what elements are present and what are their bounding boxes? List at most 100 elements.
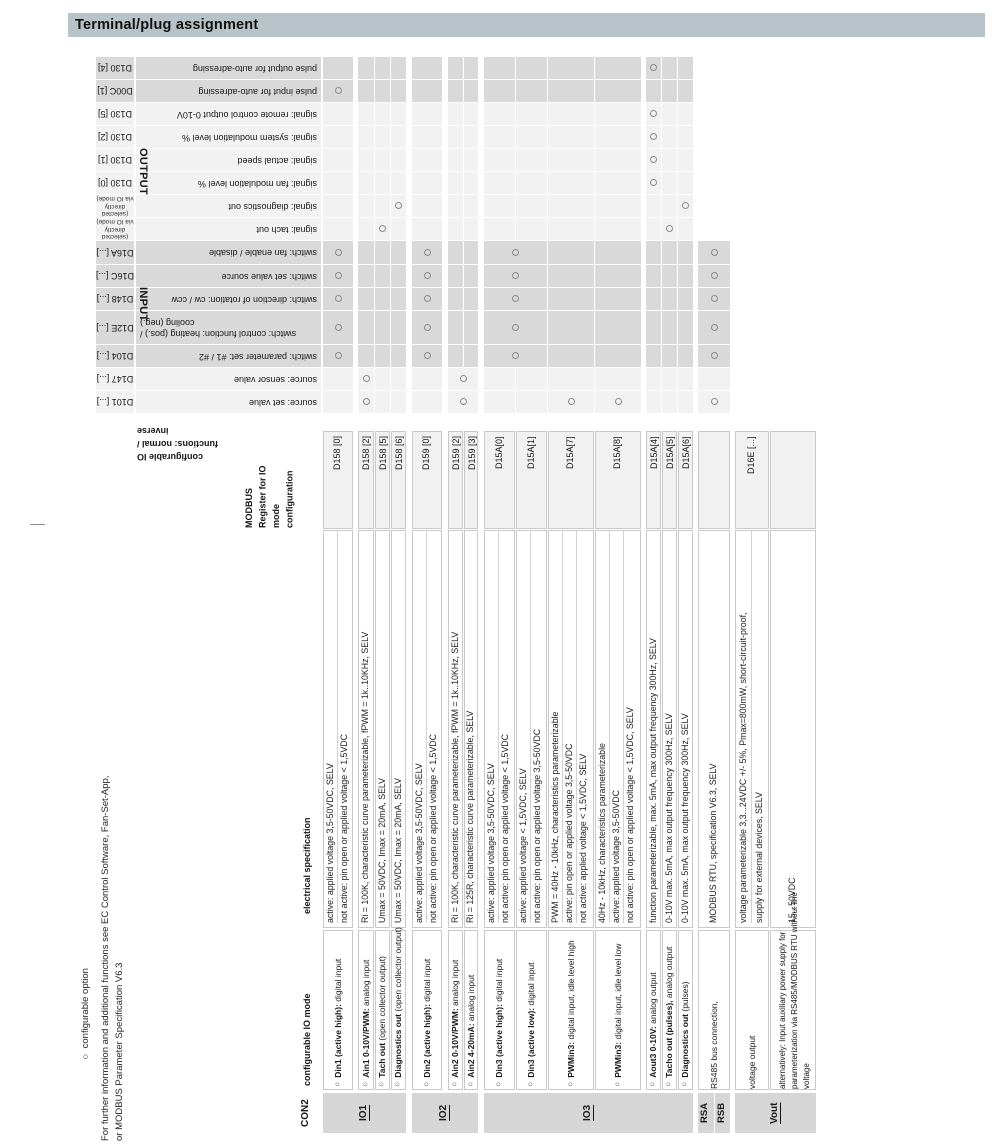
pin-name: ○ Din3 (active high): digital input xyxy=(494,958,504,1089)
function-register-cell: D130 [1] xyxy=(96,149,134,171)
electrical-spec-text: Ri = 125R, characteristic curve paramete… xyxy=(465,531,477,923)
function-register-cell: D130 [5] xyxy=(96,103,134,125)
pin-name: ○ Ain2 0-10V/PWM: analog input xyxy=(450,959,460,1089)
matrix-cell xyxy=(662,57,677,79)
group-band-cell: RSB xyxy=(714,1093,730,1133)
group-band-cell: Vout xyxy=(735,1093,816,1133)
group-label: IO1 xyxy=(357,1104,369,1122)
io-mode-header-text: configurable IO mode xyxy=(302,993,312,1086)
section-title-bar: Terminal/plug assignment xyxy=(68,13,985,37)
matrix-cell xyxy=(358,195,374,217)
spec-line: active: applied voltage < 1,5VDC, SELV xyxy=(518,768,528,923)
matrix-cell xyxy=(516,368,547,390)
function-name-cell: source: set value xyxy=(136,391,321,413)
modbus-register-code: D16E [...] xyxy=(746,436,756,474)
matrix-cell xyxy=(678,172,693,194)
spec-line: function parameterizable, max. 5mA, max … xyxy=(648,638,658,923)
function-register-cell: D148 [...] xyxy=(96,288,134,310)
function-register-code: D130 [5] xyxy=(97,109,133,119)
pin-name: ○ Diagnostics out (open collector output… xyxy=(393,927,403,1089)
function-name: signal: actual speed xyxy=(237,155,317,166)
function-register-code: D12E [...] xyxy=(96,322,134,333)
matrix-cell xyxy=(646,218,661,240)
group-band-cell: IO2 xyxy=(412,1093,478,1133)
electrical-spec-text: active: applied voltage 3,5-50VDC, SELV n… xyxy=(324,531,352,923)
matrix-cell xyxy=(358,218,374,240)
function-register-cell: D16C [...] xyxy=(96,265,134,287)
configurable-option-circle xyxy=(682,202,690,210)
function-register-cell: D147 [...] xyxy=(96,368,134,390)
function-name: pulse input for auto-adressing xyxy=(198,86,317,97)
matrix-cell xyxy=(358,172,374,194)
matrix-cell xyxy=(548,241,594,264)
functions-columns-header-text: configurable IO functions: normal / invers… xyxy=(137,426,218,462)
electrical-spec-cell: active: applied voltage < 1,5VDC, SELV no… xyxy=(516,530,547,928)
matrix-cell xyxy=(323,391,353,413)
spec-line: active: applied voltage 3,5-50VDC, SELV xyxy=(414,763,424,923)
function-name-cell: switch: fan enable / disable xyxy=(136,241,321,264)
matrix-cell xyxy=(678,311,693,344)
matrix-cell xyxy=(358,311,374,344)
matrix-cell xyxy=(391,172,406,194)
pin-name: ○ Din1 (active high): digital input xyxy=(332,958,343,1089)
matrix-cell xyxy=(375,149,390,171)
function-name: signal: fan modulation level % xyxy=(197,178,317,189)
spec-line: 15...50VDC xyxy=(787,877,797,923)
spec-line: active: applied voltage 3,5-50VDC, SELV xyxy=(486,763,496,923)
pin-name-cell: ○ Din1 (active high): digital input xyxy=(323,930,353,1090)
matrix-cell xyxy=(375,80,390,102)
matrix-cell xyxy=(391,265,406,287)
matrix-cell xyxy=(484,126,515,148)
pin-name-cell: ○ Tacho out (pulses), analog output xyxy=(662,930,677,1090)
configurable-marker: ○ xyxy=(680,1077,689,1089)
pin-name-cell: ○ Aout3 0-10V: analog output xyxy=(646,930,661,1090)
matrix-cell xyxy=(595,345,641,367)
electrical-spec-cell: 15...50VDC xyxy=(770,530,816,928)
electrical-spec-text: 0-10V max. 5mA, max output frequency 300… xyxy=(679,531,692,923)
matrix-cell xyxy=(516,195,547,217)
matrix-cell xyxy=(448,218,463,240)
configurable-option-circle xyxy=(512,352,520,360)
pin-name: ○ PWMin3: digital input, idle level high xyxy=(565,940,576,1089)
matrix-cell xyxy=(678,57,693,79)
matrix-cell xyxy=(375,241,390,264)
matrix-cell xyxy=(548,126,594,148)
matrix-cell xyxy=(323,103,353,125)
modbus-register-cell: D15A[7] xyxy=(548,431,594,529)
modbus-register-code: D15A[7] xyxy=(565,436,575,469)
function-name: switch: set value source xyxy=(221,271,317,282)
matrix-cell xyxy=(678,126,693,148)
configurable-marker: ○ xyxy=(393,1077,402,1089)
matrix-cell xyxy=(595,311,641,344)
matrix-cell xyxy=(548,172,594,194)
electrical-spec-cell: Ri = 125R, characteristic curve paramete… xyxy=(464,530,478,928)
spec-line: not active: pin open or applied voltage … xyxy=(530,531,544,923)
spec-line: Umax = 50VDC, Imax = 20mA, SELV xyxy=(377,777,387,923)
configurable-option-circle xyxy=(423,272,431,280)
electrical-spec-cell: Ri = 100K, characteristic curve paramete… xyxy=(358,530,374,928)
electrical-spec-text: voltage parameterizable 3,3...24VDC +/- … xyxy=(736,531,768,923)
pin-name: ○ Ain2 4-20mA: analog input xyxy=(466,974,476,1089)
modbus-register-cell: D159 [3] xyxy=(464,431,478,529)
pin-name: ○ Tach out (open collector output) xyxy=(377,956,387,1089)
matrix-cell xyxy=(358,265,374,287)
matrix-cell xyxy=(516,126,547,148)
spec-line: active: pin open or applied voltage 3,5-… xyxy=(562,531,576,923)
pin-name-cell: ○ Din2 (active high): digital input xyxy=(412,930,442,1090)
spec-line: 0-10V max. 5mA, max output frequency 300… xyxy=(664,713,674,923)
group-label: Vout xyxy=(768,1102,780,1124)
matrix-cell xyxy=(548,195,594,217)
matrix-cell xyxy=(448,149,463,171)
matrix-cell xyxy=(484,218,515,240)
matrix-cell xyxy=(595,126,641,148)
pin-name-cell: ○ PWMin3: digital input, idle level high xyxy=(548,930,594,1090)
modbus-register-cell: D158 [2] xyxy=(358,431,374,529)
modbus-register-code: D159 [3] xyxy=(467,436,477,471)
matrix-cell xyxy=(516,218,547,240)
matrix-cell xyxy=(595,57,641,79)
configurable-option-circle xyxy=(512,295,520,303)
matrix-cell xyxy=(375,103,390,125)
matrix-cell xyxy=(464,241,478,264)
matrix-cell xyxy=(358,57,374,79)
modbus-register-code: D159 [0] xyxy=(421,436,431,471)
